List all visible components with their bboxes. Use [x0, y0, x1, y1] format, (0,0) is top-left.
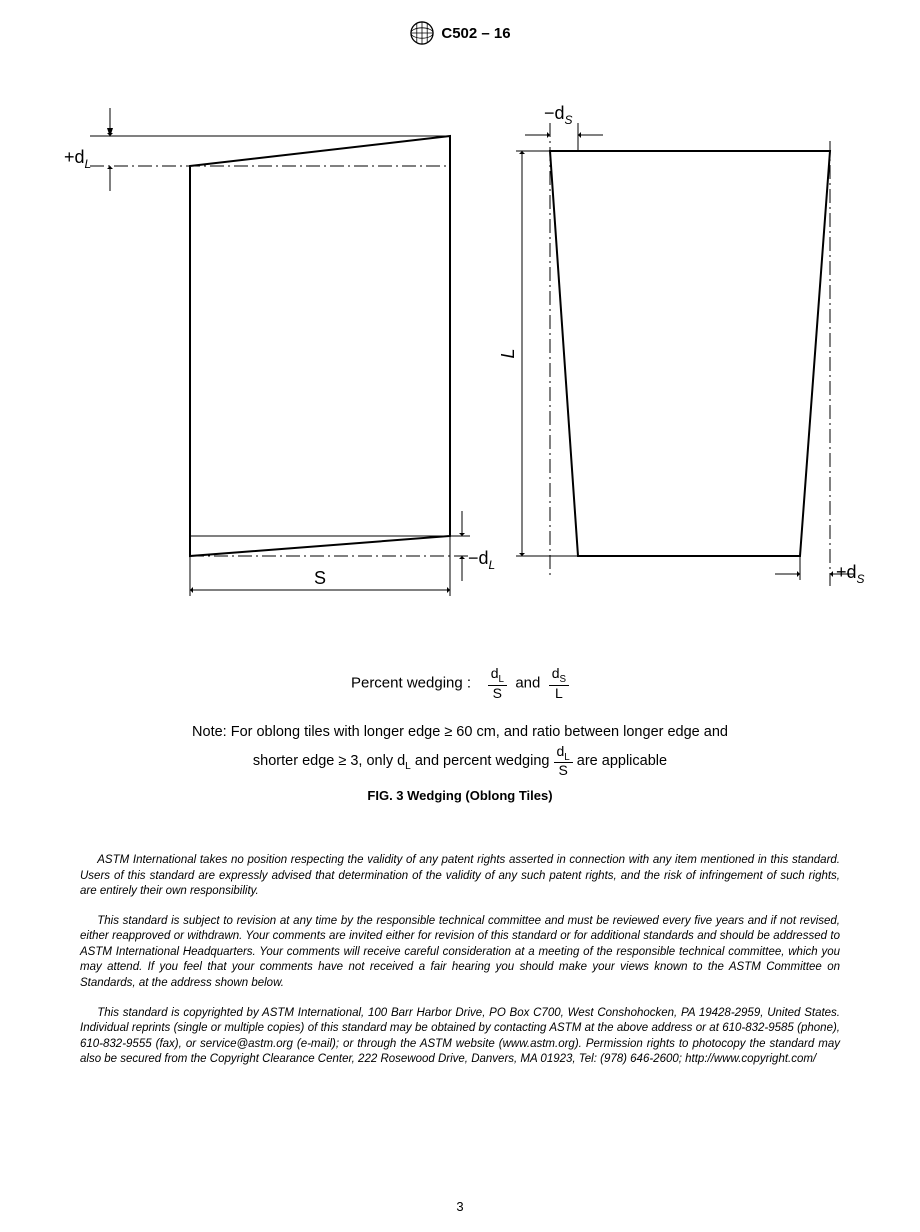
svg-text:−dS: −dS [544, 103, 573, 127]
figure-caption: FIG. 3 Wedging (Oblong Tiles) [60, 788, 860, 803]
note-text: Note: For oblong tiles with longer edge … [120, 721, 800, 779]
page-root: C502 – 16 +dL −dL S −dS +dS L Percent wedging… [0, 0, 920, 1232]
astm-logo-icon [409, 20, 435, 46]
svg-text:+dL: +dL [64, 147, 91, 171]
legal-p3: This standard is copyrighted by ASTM Int… [80, 1006, 840, 1068]
legal-p2: This standard is subject to revision at … [80, 914, 840, 992]
wedging-formula: Percent wedging : dL S and dS L [60, 666, 860, 701]
legal-text: ASTM International takes no position res… [80, 853, 840, 1067]
standard-code: C502 – 16 [441, 25, 510, 42]
svg-text:L: L [498, 348, 518, 358]
legal-p1: ASTM International takes no position res… [80, 853, 840, 900]
note-frac: dL S [554, 744, 573, 779]
svg-text:+dS: +dS [836, 562, 865, 586]
page-header: C502 – 16 [60, 20, 860, 46]
frac-dS-over-L: dS L [549, 666, 569, 701]
wedging-diagram: +dL−dLS−dS+dSL [60, 56, 860, 636]
formula-and: and [515, 674, 540, 691]
formula-prefix: Percent wedging : [351, 674, 471, 691]
svg-text:−dL: −dL [468, 548, 495, 572]
page-number: 3 [0, 1199, 920, 1214]
svg-text:S: S [314, 568, 326, 588]
frac-dL-over-S: dL S [488, 666, 507, 701]
